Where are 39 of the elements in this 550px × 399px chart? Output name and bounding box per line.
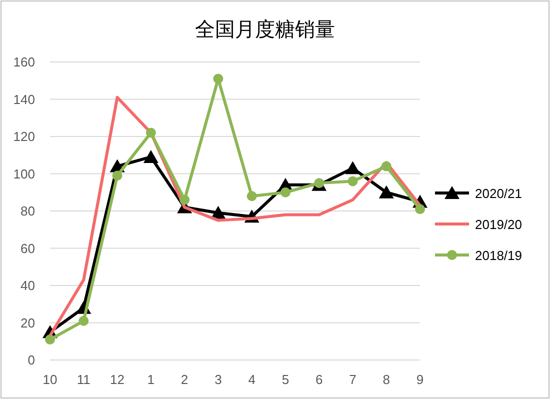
x-tick-label: 5	[282, 372, 290, 387]
x-tick-label: 11	[76, 372, 90, 387]
y-tick-label: 20	[20, 315, 35, 330]
legend-label: 2018/19	[475, 248, 522, 263]
y-tick-label: 0	[28, 352, 35, 368]
point	[280, 187, 290, 198]
x-tick-label: 8	[382, 372, 390, 387]
x-tick-label: 12	[110, 372, 125, 387]
y-tick-label: 120	[13, 129, 35, 144]
point	[78, 316, 89, 326]
x-tick-label: 1	[147, 372, 155, 387]
point	[146, 128, 156, 138]
y-tick-label: 140	[13, 92, 35, 107]
x-tick-label: 7	[349, 372, 356, 387]
y-tick-label: 100	[13, 166, 35, 182]
x-tick-label: 6	[315, 372, 323, 387]
point	[378, 185, 394, 198]
point	[415, 204, 425, 214]
point	[348, 176, 358, 186]
point	[381, 161, 392, 172]
chart-title: 全国月度糖销量	[195, 19, 335, 41]
x-tick-label: 9	[416, 372, 424, 387]
x-tick-label: 2	[180, 372, 188, 387]
point	[213, 74, 224, 84]
x-tick-label: 10	[42, 372, 58, 387]
point	[345, 161, 360, 174]
y-tick-label: 40	[20, 278, 35, 293]
x-tick-label: 3	[214, 372, 222, 387]
y-tick-label: 60	[20, 240, 35, 256]
point	[180, 194, 190, 205]
x-tick-label: 4	[248, 372, 256, 387]
legend-label: 2020/21	[475, 186, 522, 201]
y-tick-label: 80	[20, 204, 35, 218]
y-tick-label: 160	[13, 54, 35, 70]
point	[45, 334, 55, 345]
point	[143, 150, 158, 163]
point	[246, 191, 257, 202]
point	[112, 170, 122, 181]
legend-label: 2019/20	[475, 217, 522, 232]
